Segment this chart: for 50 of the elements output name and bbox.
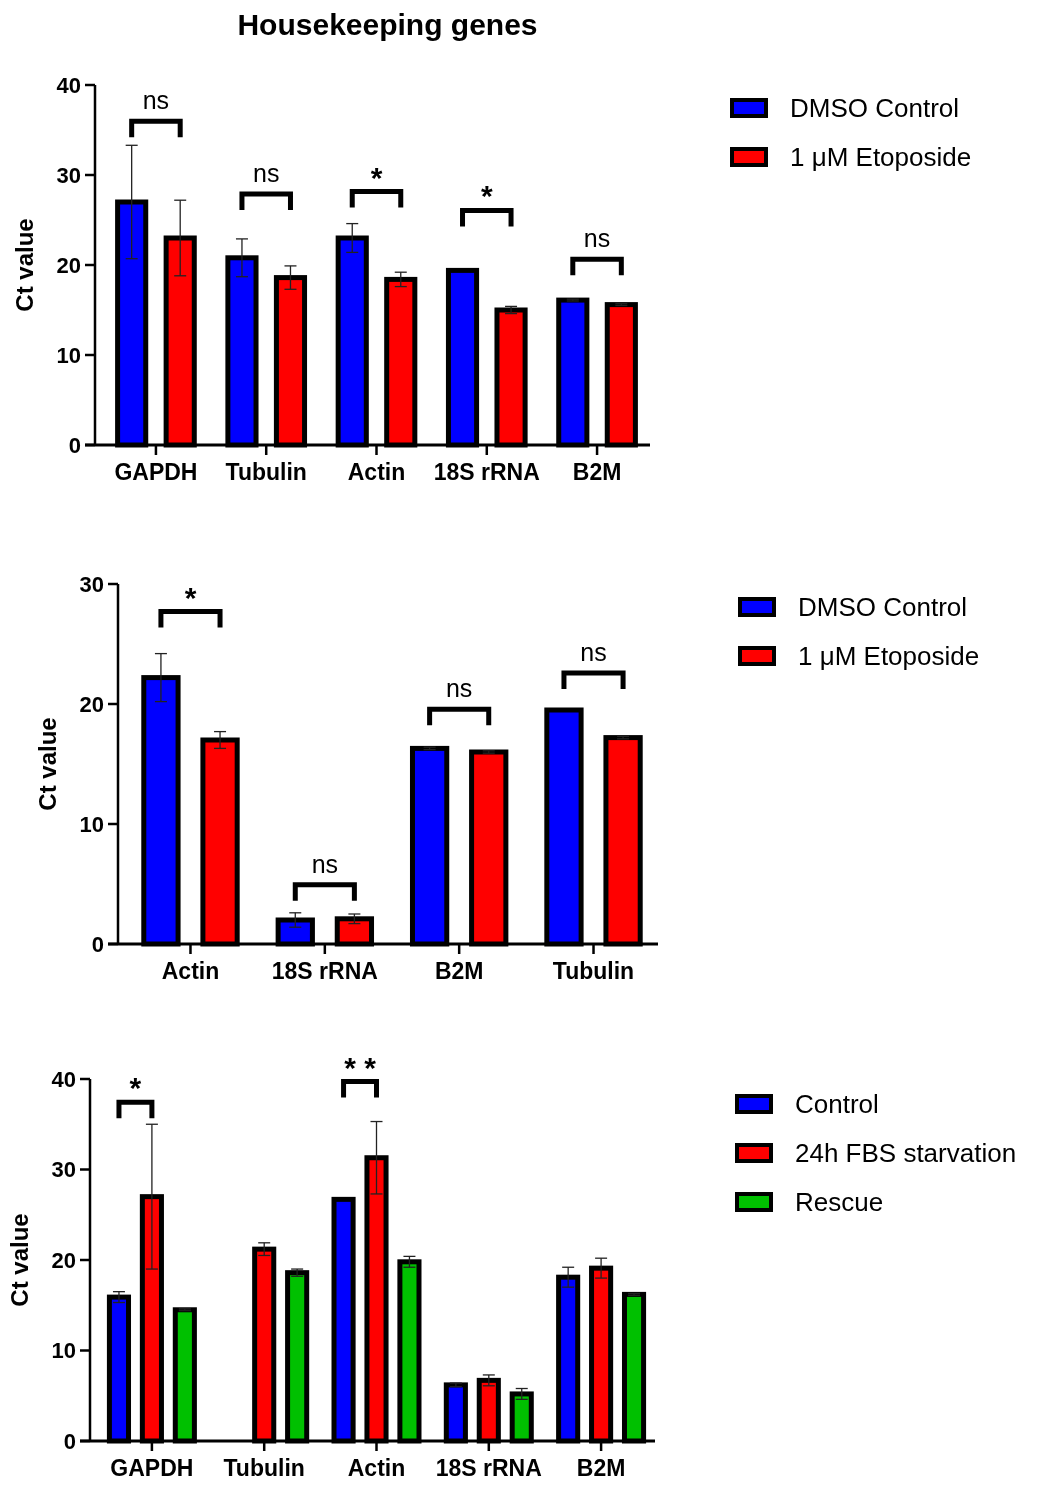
y-axis-title: Ct value <box>11 218 38 312</box>
annotation: * <box>480 179 493 213</box>
x-tick-label: 18S rRNA <box>435 1455 542 1481</box>
annotation: ns <box>311 849 339 878</box>
y-tick-label: 30 <box>79 571 104 597</box>
x-tick-label: B2M <box>434 958 484 984</box>
y-tick-label: 20 <box>56 252 81 278</box>
chart-title: Housekeeping genes <box>237 8 538 41</box>
legend-label: 24h FBS starvation <box>795 1138 1017 1169</box>
annotation: * * <box>344 1050 377 1084</box>
annotation: * <box>129 1071 142 1105</box>
y-tick-label: 10 <box>56 342 81 368</box>
x-tick-label: GAPDH <box>114 459 198 485</box>
annotation: ns <box>253 158 280 187</box>
y-tick-label: 40 <box>56 72 81 98</box>
x-tick-label: 18S rRNA <box>271 958 378 984</box>
annotation: ns <box>445 674 473 703</box>
legend-label: Control <box>795 1089 879 1120</box>
annotation: ns <box>583 224 611 253</box>
y-tick-label: 0 <box>68 432 81 458</box>
annotation: ns <box>580 638 607 666</box>
y-tick-label: 10 <box>51 1338 76 1364</box>
y-tick-label: 30 <box>56 162 81 188</box>
x-tick-label: Actin <box>347 1455 406 1481</box>
annotation: ns <box>142 86 170 115</box>
y-axis-title: Ct value <box>6 1213 33 1307</box>
x-tick-label: Tubulin <box>552 958 635 984</box>
y-tick-label: 0 <box>63 1428 76 1454</box>
y-axis-title: Ct value <box>34 717 61 811</box>
legend-label: 1 μM Etoposide <box>798 641 980 672</box>
x-tick-label: B2M <box>572 459 622 485</box>
annotation: * <box>184 580 197 614</box>
y-tick-label: 40 <box>51 1066 76 1092</box>
x-tick-label: 18S rRNA <box>433 459 540 485</box>
x-tick-label: Tubulin <box>225 459 307 485</box>
y-tick-label: 20 <box>79 691 104 717</box>
legend-label: 1 μM Etoposide <box>790 142 972 173</box>
x-tick-label: Actin <box>347 459 406 485</box>
y-tick-label: 0 <box>91 931 104 957</box>
y-tick-label: 20 <box>51 1247 76 1273</box>
x-tick-label: GAPDH <box>110 1455 194 1481</box>
y-tick-label: 10 <box>79 811 104 837</box>
legend-label: DMSO Control <box>798 592 968 623</box>
y-tick-label: 30 <box>51 1157 76 1183</box>
legend-label: DMSO Control <box>790 93 960 124</box>
x-tick-label: B2M <box>576 1455 626 1481</box>
annotation: * <box>370 160 383 194</box>
x-tick-label: Tubulin <box>223 1455 305 1481</box>
legend-label: Rescue <box>795 1187 884 1218</box>
x-tick-label: Actin <box>161 958 220 984</box>
